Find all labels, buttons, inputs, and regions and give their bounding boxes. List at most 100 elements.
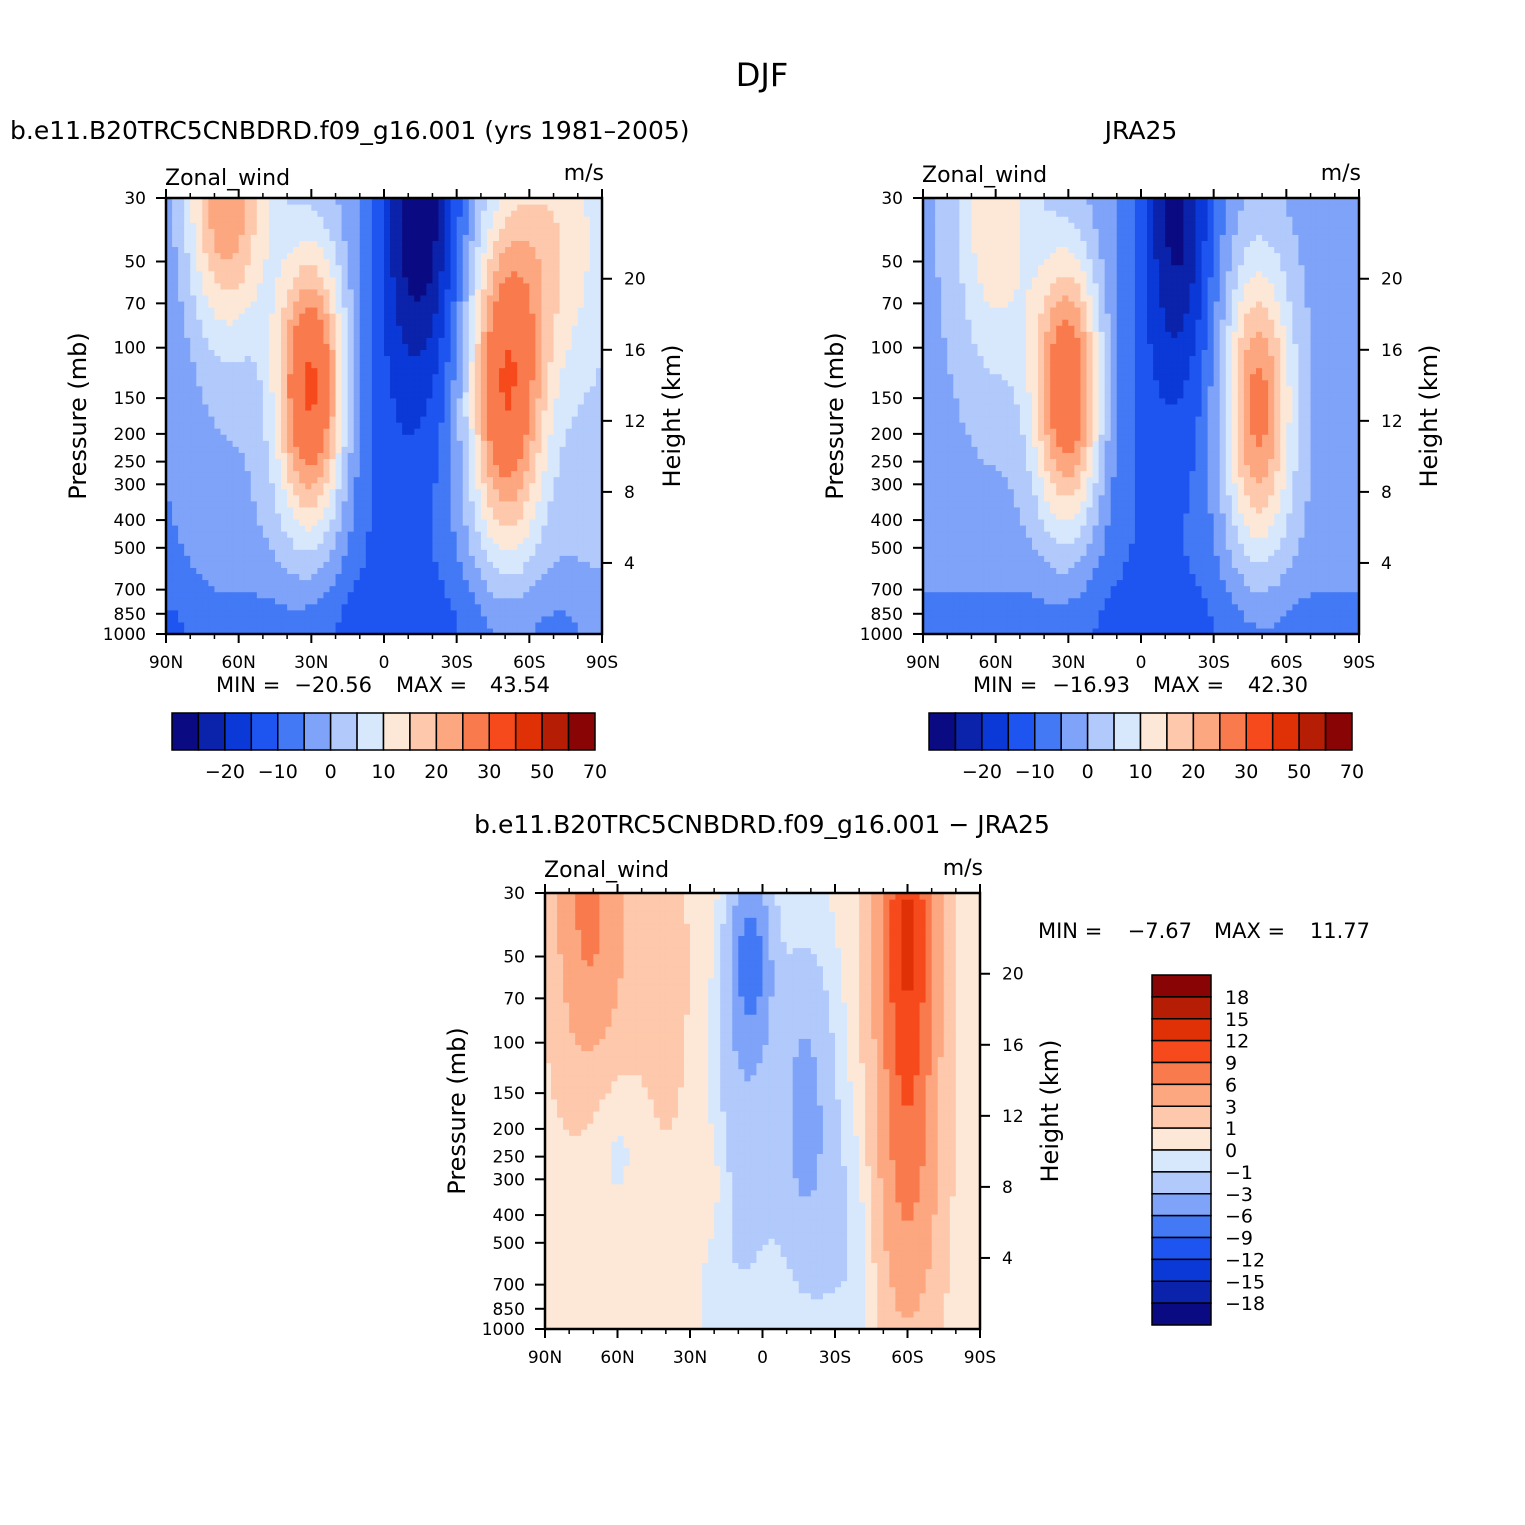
field-cell [190, 397, 197, 405]
field-cell [323, 621, 331, 629]
field-cell [462, 512, 470, 520]
field-cell [371, 216, 379, 223]
field-cell [202, 555, 209, 562]
field-cell [262, 434, 270, 441]
field-cell [468, 555, 476, 562]
field-cell [511, 428, 518, 435]
field-cell [202, 440, 209, 447]
field-cell [486, 422, 494, 429]
field-cell [480, 409, 488, 417]
field-cell [547, 555, 555, 562]
field-cell [517, 307, 524, 314]
field-cell [232, 627, 240, 635]
field-cell [232, 210, 240, 217]
field-cell [226, 307, 234, 314]
field-cell [432, 579, 440, 587]
field-cell [305, 385, 312, 393]
field-cell [202, 452, 209, 459]
field-cell [202, 240, 209, 248]
field-cell [335, 621, 343, 629]
field-cell [262, 512, 270, 520]
field-cell [384, 573, 391, 581]
field-cell [450, 525, 458, 532]
field-cell [250, 488, 258, 496]
field-cell [499, 337, 506, 344]
field-cell [184, 500, 191, 508]
field-cell [347, 488, 355, 496]
field-cell [535, 361, 543, 369]
field-cell [293, 258, 300, 266]
field-cell [523, 331, 530, 338]
field-cell [414, 282, 421, 290]
field-cell [414, 264, 421, 272]
field-cell [523, 246, 530, 254]
field-cell [178, 470, 185, 478]
field-cell [547, 373, 555, 381]
field-cell [184, 361, 191, 369]
field-cell [238, 222, 246, 229]
field-cell [329, 434, 337, 441]
field-cell [565, 252, 573, 260]
field-cell [335, 355, 343, 363]
field-cell [166, 500, 173, 508]
field-cell [384, 488, 391, 496]
field-cell [402, 585, 409, 593]
field-cell [402, 337, 409, 344]
field-cell [172, 609, 179, 617]
field-cell [438, 603, 446, 611]
field-cell [577, 282, 585, 290]
field-cell [499, 282, 506, 290]
field-cell [438, 367, 446, 375]
field-cell [432, 549, 440, 556]
field-cell [377, 343, 385, 350]
field-cell [275, 331, 282, 338]
field-cell [232, 373, 240, 381]
field-cell [396, 349, 403, 357]
field-cell [268, 258, 276, 266]
field-cell [450, 488, 458, 496]
field-cell [299, 228, 306, 235]
field-cell [456, 470, 464, 478]
field-cell [468, 494, 476, 502]
field-cell [529, 270, 536, 278]
field-cell [184, 264, 191, 272]
field-cell [486, 337, 494, 344]
field-cell [371, 591, 379, 599]
field-cell [335, 440, 343, 447]
field-cell [408, 258, 415, 266]
field-cell [450, 258, 458, 266]
field-cell [305, 325, 312, 332]
field-cell [347, 603, 355, 611]
field-cell [390, 531, 397, 538]
field-cell [420, 458, 427, 466]
field-cell [281, 627, 288, 635]
field-cell [281, 555, 288, 562]
field-cell [250, 518, 258, 526]
field-cell [208, 343, 216, 350]
field-cell [529, 198, 536, 205]
field-cell [547, 276, 555, 284]
field-cell [299, 397, 306, 405]
field-cell [402, 246, 409, 254]
field-cell [196, 494, 203, 502]
field-cell [505, 313, 512, 320]
field-cell [202, 246, 209, 254]
field-cell [480, 325, 488, 332]
field-cell [499, 494, 506, 502]
field-cell [541, 300, 549, 308]
field-cell [547, 452, 555, 459]
field-cell [559, 609, 567, 617]
field-cell [577, 240, 585, 248]
field-cell [341, 615, 349, 623]
field-cell [238, 198, 246, 205]
field-cell [432, 555, 440, 562]
field-cell [305, 531, 312, 538]
field-cell [244, 464, 252, 472]
field-cell [196, 549, 203, 556]
field-cell [365, 379, 373, 387]
field-cell [547, 391, 555, 399]
field-cell [511, 452, 518, 459]
field-cell [402, 319, 409, 326]
field-cell [486, 403, 494, 411]
field-cell [244, 440, 252, 447]
